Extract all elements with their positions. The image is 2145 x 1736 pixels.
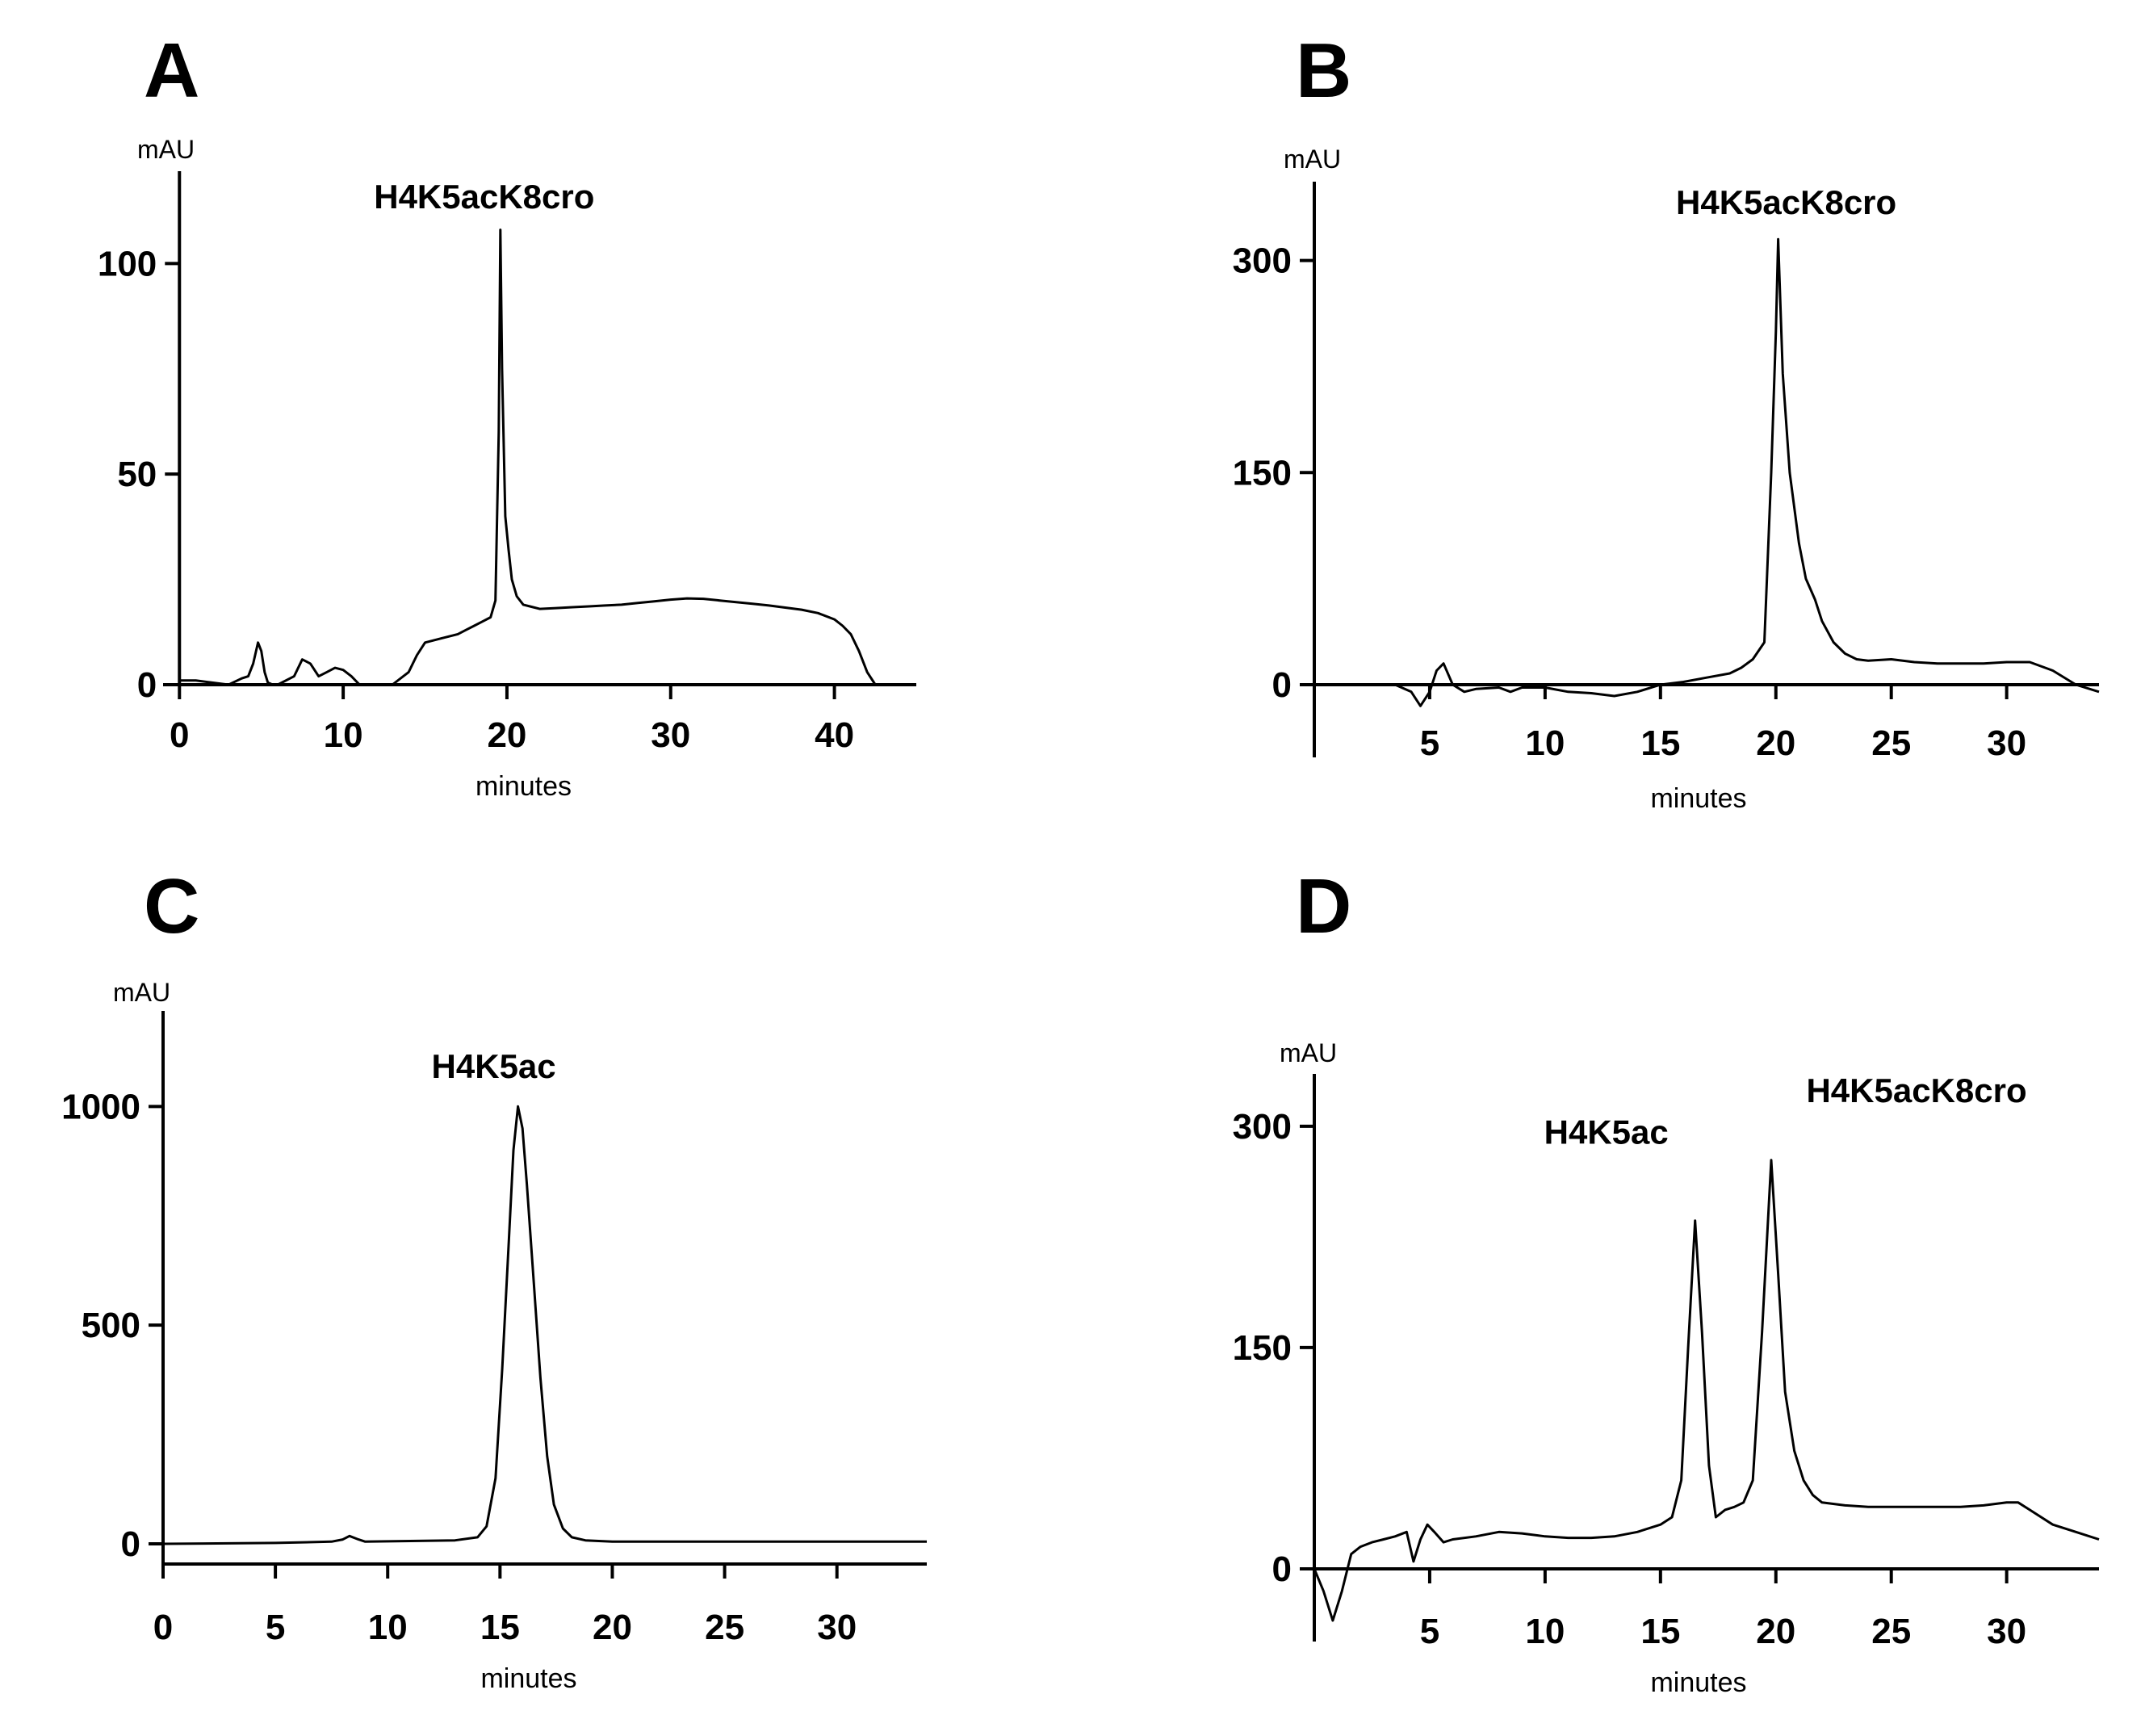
x-tick-label: 0: [153, 1608, 173, 1647]
y-tick-label: 1000: [61, 1087, 140, 1126]
x-axis-label: minutes: [480, 1663, 576, 1694]
peak-label: H4K5acK8cro: [374, 178, 594, 216]
y-tick-label: 150: [1233, 453, 1292, 493]
chromatogram-trace-d: [1313, 1159, 2100, 1622]
y-tick-label: 150: [1233, 1328, 1292, 1368]
x-tick-label: 5: [1420, 723, 1439, 763]
x-tick-label: 30: [1987, 723, 2026, 763]
chromatogram-trace-c: [162, 1105, 927, 1545]
panel-letter-c: C: [144, 863, 199, 950]
chromatogram-trace-b: [1314, 237, 2100, 707]
panel-letter-d: D: [1296, 863, 1351, 950]
y-unit-label: mAU: [113, 978, 170, 1007]
y-tick-label: 0: [1272, 665, 1292, 705]
y-unit-label: mAU: [137, 135, 195, 164]
x-axis-label: minutes: [1650, 783, 1746, 814]
panel-letter-a: A: [144, 27, 199, 114]
y-tick-label: 300: [1233, 241, 1292, 281]
y-tick-label: 100: [98, 244, 157, 283]
peak-label: H4K5acK8cro: [1676, 183, 1896, 221]
y-tick-label: 50: [117, 455, 157, 494]
x-tick-label: 40: [815, 715, 854, 755]
x-axis-label: minutes: [476, 771, 572, 802]
panel-letter-b: B: [1296, 27, 1351, 114]
x-tick-label: 5: [1420, 1612, 1439, 1651]
x-tick-label: 30: [1987, 1612, 2026, 1651]
x-tick-label: 25: [705, 1608, 744, 1647]
y-tick-label: 0: [1272, 1549, 1292, 1589]
y-unit-label: mAU: [1280, 1038, 1337, 1067]
x-tick-label: 20: [487, 715, 526, 755]
peak-label: H4K5acK8cro: [1806, 1071, 2026, 1109]
x-tick-label: 25: [1871, 723, 1911, 763]
peak-label: H4K5ac: [1544, 1113, 1669, 1151]
x-axis-label: minutes: [1650, 1667, 1746, 1698]
chromatogram-trace-a: [179, 229, 877, 686]
x-tick-label: 5: [266, 1608, 285, 1647]
y-tick-label: 0: [121, 1524, 140, 1564]
x-tick-label: 15: [1640, 1612, 1680, 1651]
x-tick-label: 30: [651, 715, 690, 755]
x-tick-label: 10: [324, 715, 363, 755]
x-tick-label: 15: [480, 1608, 520, 1647]
x-tick-label: 0: [170, 715, 189, 755]
x-tick-label: 10: [1525, 723, 1565, 763]
y-tick-label: 500: [82, 1306, 140, 1345]
x-tick-label: 15: [1640, 723, 1680, 763]
y-unit-label: mAU: [1284, 145, 1341, 174]
peak-label: H4K5ac: [432, 1047, 556, 1085]
y-tick-label: 300: [1233, 1107, 1292, 1147]
x-tick-label: 10: [1525, 1612, 1565, 1651]
x-tick-label: 10: [368, 1608, 408, 1647]
x-tick-label: 20: [593, 1608, 632, 1647]
x-tick-label: 20: [1756, 1612, 1795, 1651]
x-tick-label: 30: [817, 1608, 857, 1647]
x-tick-label: 20: [1756, 723, 1795, 763]
x-tick-label: 25: [1871, 1612, 1911, 1651]
y-tick-label: 0: [137, 665, 157, 705]
